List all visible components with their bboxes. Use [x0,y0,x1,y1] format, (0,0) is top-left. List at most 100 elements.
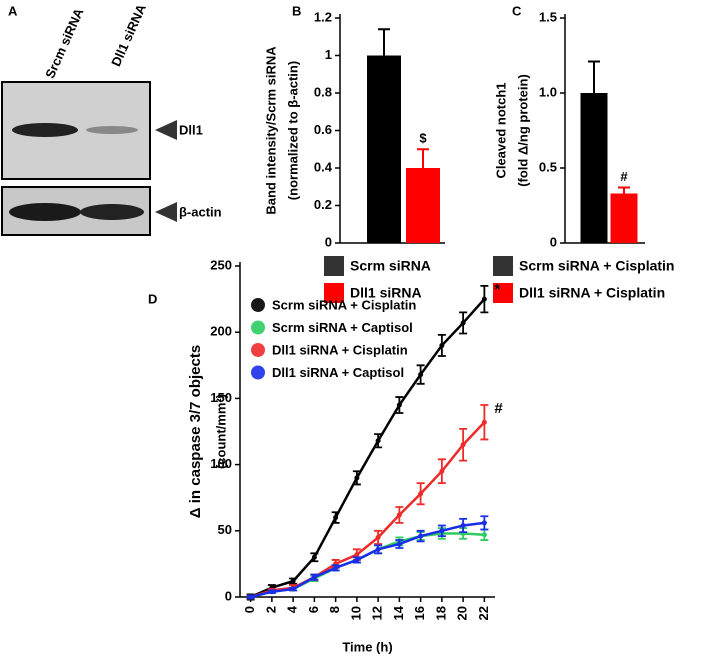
point [269,589,275,595]
x-tick-label: 6 [306,606,321,613]
bar [580,93,608,243]
y-tick-label: 200 [210,324,232,339]
error-bar [588,60,600,93]
legend-label: Scrm siRNA [350,258,431,274]
point [481,520,487,526]
x-tick-label: 0 [242,606,257,613]
line [250,298,486,599]
point [354,552,360,558]
legend-marker [251,320,265,335]
error-bar [618,186,630,194]
y-tick-label: 0.8 [314,84,332,99]
x-tick-label: 8 [327,606,342,613]
y-axis-label: Cleaved notch1 [493,82,508,178]
y-tick-label: 1.0 [539,84,557,99]
error-bar [417,148,429,168]
legend-label: Dll1 siRNA [350,285,422,301]
x-tick-label: 10 [348,606,363,620]
panel-label: D [148,291,157,306]
legend-label: Scrm siRNA + Cisplatin [519,258,674,274]
legend-swatch [324,283,344,303]
point [418,533,424,539]
panel-label: B [292,3,301,18]
point [396,402,402,408]
y-tick-label: 0 [225,588,232,603]
x-tick-label: 4 [285,605,300,613]
point [354,557,360,563]
point [375,438,381,444]
legend-swatch [324,256,344,276]
point [439,342,445,348]
y-axis-label: Δ in caspase 3/7 objects [187,345,204,518]
bar [406,168,440,243]
y-axis-label: (normalized to β-actin) [285,61,300,200]
y-axis-label: Band intensity/Scrm siRNA [263,46,278,215]
annotation: # [620,169,628,184]
y-tick-label: 150 [210,390,232,405]
y-tick-label: 0.6 [314,122,332,137]
point [439,528,445,534]
point [396,541,402,547]
annotation: $ [419,131,427,146]
line [250,421,486,599]
legend-label: Dll1 siRNA + Cisplatin [519,285,665,301]
x-axis-label: Time (h) [342,639,392,654]
blot-band [80,204,144,220]
y-tick-label: 50 [218,522,232,537]
legend-label: Dll1 siRNA + Captisol [272,365,404,380]
error-bar [378,28,390,56]
y-tick-label: 0.5 [539,159,557,174]
arrow [155,120,177,140]
legend-marker [251,343,265,357]
point [418,491,424,497]
blot-band [86,126,138,134]
panel-label: A [8,3,18,18]
legend-label: Scrm siRNA + Captisol [272,320,413,335]
point [481,296,487,302]
blot-band [12,123,78,137]
point [333,515,339,521]
y-tick-label: 1 [325,47,332,62]
y-tick-label: 0 [325,234,332,249]
x-tick-label: 18 [433,606,448,620]
bar [610,193,638,243]
panel-label: C [512,3,522,18]
point [481,419,487,425]
legend-swatch [493,283,513,303]
y-tick-label: 0.2 [314,197,332,212]
blot-band [9,203,81,221]
annotation: * [494,281,500,298]
point [290,586,296,592]
point [354,475,360,481]
x-tick-label: 20 [455,606,470,620]
point [311,554,317,560]
point [439,468,445,474]
arrow [155,202,177,222]
point [481,532,487,538]
band-label: Dll1 [179,122,203,137]
bar [367,55,401,243]
point [460,442,466,448]
x-tick-label: 2 [263,606,278,613]
legend-marker [251,298,265,312]
x-tick-label: 12 [370,606,385,620]
y-axis-label: (fold Δ/ng protein) [515,74,530,187]
blot-panel: A Srcm siRNA Dll1 siRNA Dll1 β-actin [1,1,222,236]
lane-label: Srcm siRNA [42,5,87,80]
point [375,546,381,552]
legend-label: Dll1 siRNA + Cisplatin [272,342,408,357]
point [460,523,466,529]
legend-label: Scrm siRNA + Cisplatin [272,297,416,312]
y-tick-label: 0 [550,234,557,249]
point [290,578,296,584]
x-tick-label: 16 [412,606,427,620]
annotation: # [494,400,503,417]
point [460,320,466,326]
y-tick-label: 250 [210,257,232,272]
point [375,534,381,540]
point [311,574,317,580]
x-tick-label: 22 [476,606,491,620]
point [396,512,402,518]
legend-swatch [493,256,513,276]
